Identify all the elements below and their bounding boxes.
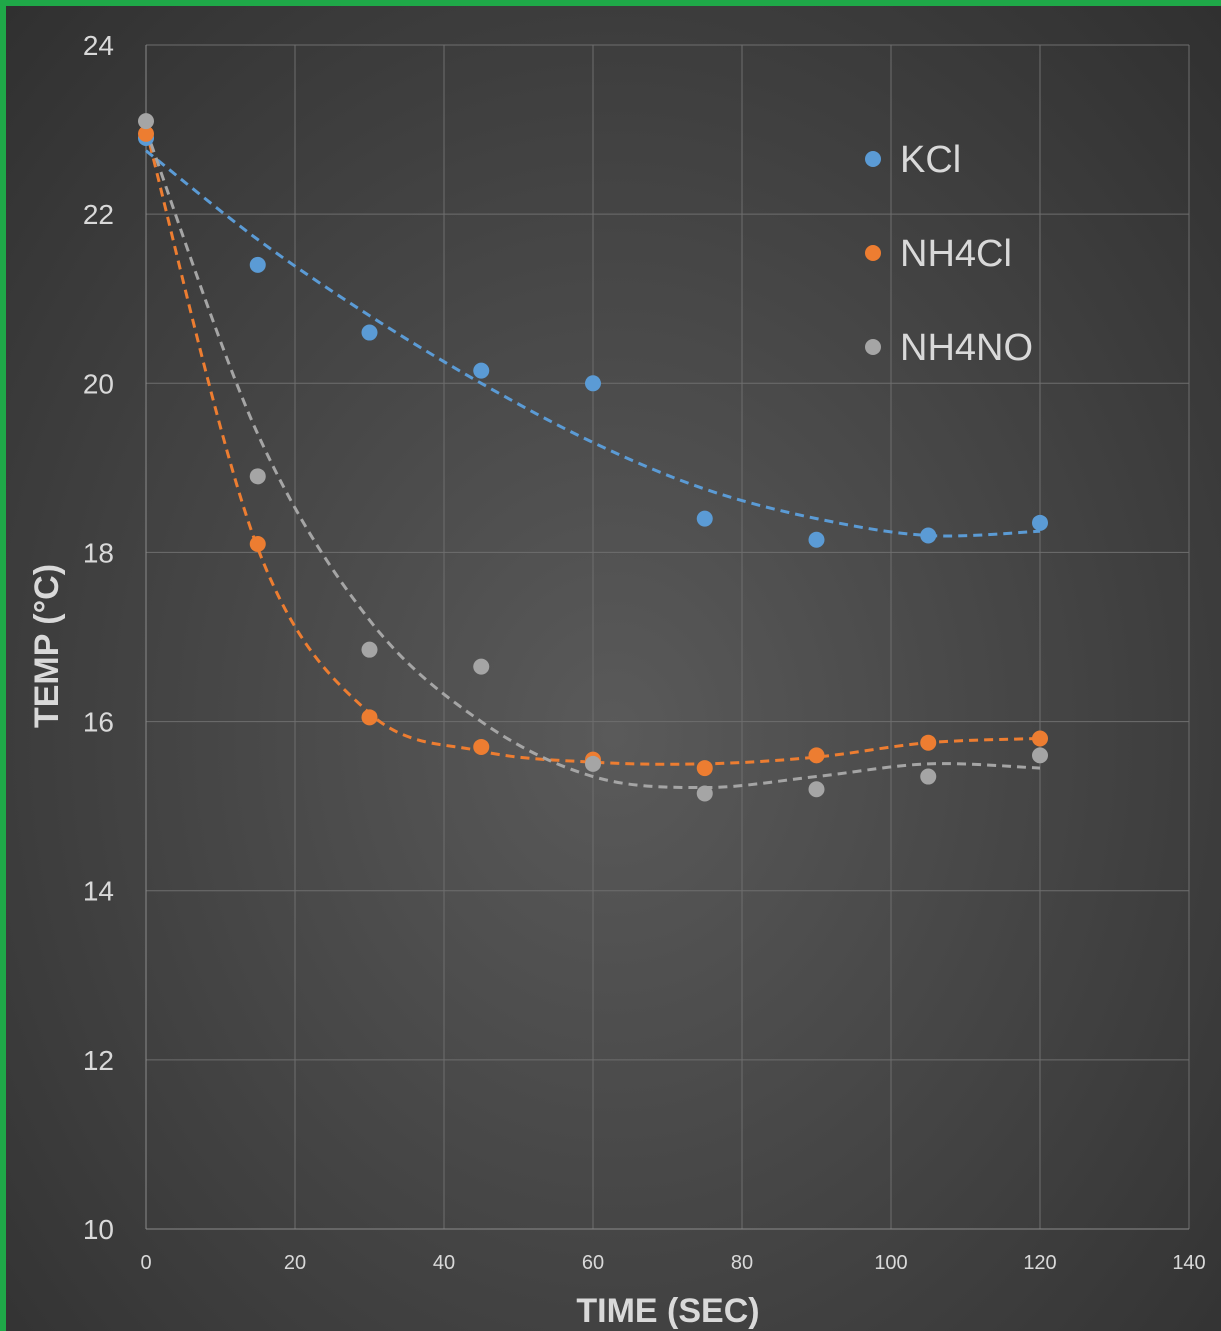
legend-label-nh4cl: NH4Cl [900,233,1012,275]
legend-label-kcl: KCl [900,139,961,181]
y-tick-labels: 10 12 14 16 18 20 22 24 [83,30,114,1245]
point-nh4cl [361,709,378,726]
legend-label-nh4no: NH4NO [900,327,1033,369]
point-nh4cl [473,738,490,755]
x-tick-label: 140 [1172,1252,1205,1274]
y-tick-label: 22 [83,199,114,230]
point-nh4no [920,768,937,785]
x-tick-label: 100 [874,1252,907,1274]
x-tick-label: 40 [433,1252,455,1274]
point-kcl [473,362,490,379]
point-kcl [585,375,601,392]
point-nh4no [585,755,601,772]
x-axis-title: TIME (SEC) [576,1292,759,1330]
y-tick-label: 10 [83,1214,114,1245]
x-tick-label: 20 [284,1252,306,1274]
legend-marker-nh4no [865,339,881,355]
trendline-nh4cl [144,129,1041,766]
point-kcl [920,527,937,544]
y-tick-label: 24 [83,30,114,61]
point-nh4no [473,658,490,675]
point-nh4no [1032,747,1048,764]
x-tick-label: 120 [1023,1252,1056,1274]
y-axis-title: TEMP (°C) [28,564,66,728]
point-kcl [361,324,378,341]
grid-lines [145,44,1190,1230]
y-tick-label: 14 [83,876,114,907]
point-nh4cl [808,747,825,764]
x-tick-label: 60 [582,1252,604,1274]
point-kcl [249,256,266,273]
point-nh4cl [696,760,713,777]
trendline-kcl [145,149,1041,538]
point-nh4cl [920,734,937,751]
point-nh4cl [1032,730,1048,747]
data-points [138,113,1048,802]
y-tick-label: 20 [83,368,114,399]
point-nh4no [138,113,154,130]
x-tick-labels: 0 20 40 60 80 100 120 140 [140,1252,1205,1274]
point-nh4no [361,641,378,658]
point-nh4no [808,781,825,798]
point-kcl [696,510,713,527]
chart-area: 10 12 14 16 18 20 22 24 0 20 40 60 80 100 120 140 KCl N… [6,6,1221,1331]
point-nh4no [696,785,713,802]
y-tick-label: 18 [83,537,114,568]
point-nh4no [249,468,266,485]
trend-lines [144,129,1041,790]
scatter-chart: 10 12 14 16 18 20 22 24 0 20 40 60 80 100 120 140 KCl N… [28,30,1206,1330]
trendline-nh4no [144,129,1041,790]
point-kcl [1032,514,1048,531]
point-kcl [808,531,825,548]
legend: KCl NH4Cl NH4NO [865,139,1033,369]
x-tick-label: 80 [731,1252,753,1274]
y-tick-label: 16 [83,707,114,738]
x-tick-label: 0 [140,1252,151,1274]
point-nh4cl [138,125,154,142]
legend-marker-nh4cl [865,245,881,261]
legend-marker-kcl [865,151,881,167]
y-tick-label: 12 [83,1045,114,1076]
point-nh4cl [249,535,266,552]
